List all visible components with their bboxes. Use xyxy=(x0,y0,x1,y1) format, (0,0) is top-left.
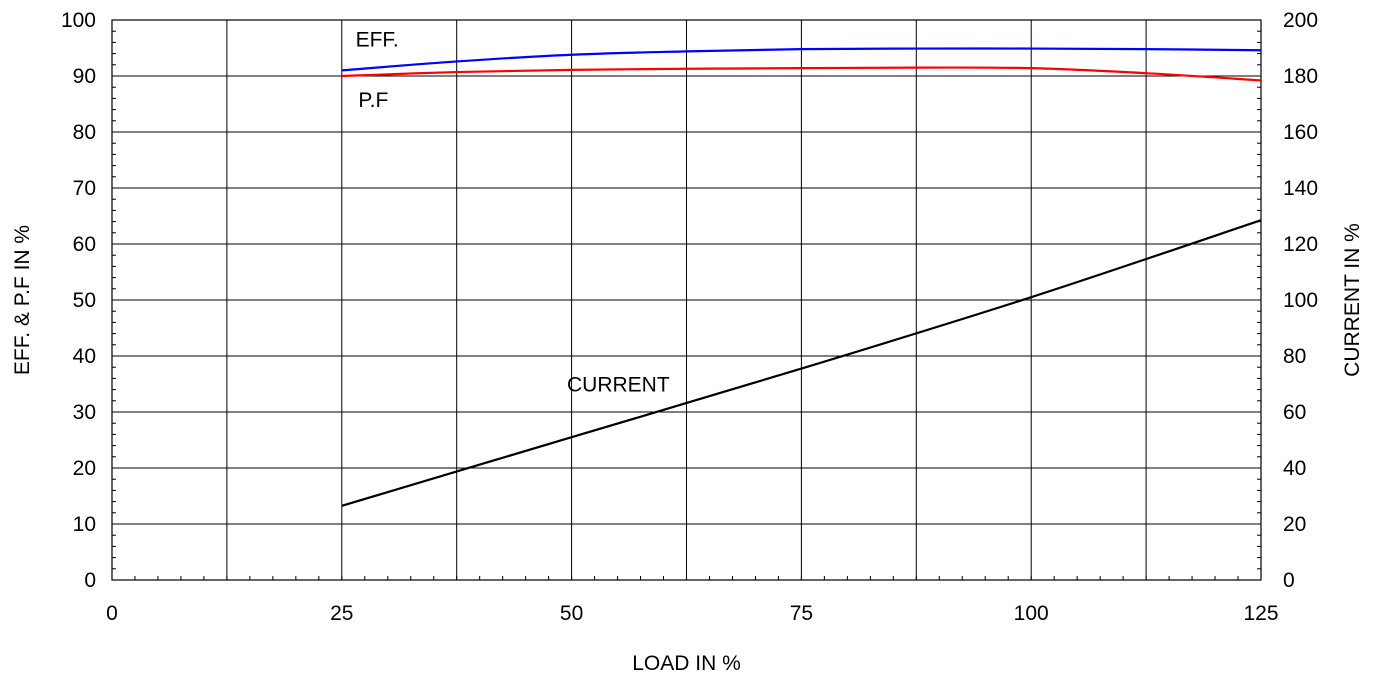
y-left-tick-label: 80 xyxy=(73,121,96,144)
y-left-tick-label: 60 xyxy=(73,233,96,256)
y-right-axis-label: CURRENT IN % xyxy=(1341,223,1364,377)
series-lines xyxy=(341,47,1262,507)
x-tick-label: 25 xyxy=(330,602,353,625)
y-right-tick-label: 80 xyxy=(1283,345,1306,368)
plot-frame xyxy=(111,19,1262,581)
y-left-tick-labels: 0 10 20 30 40 50 60 70 80 90 100 xyxy=(61,9,96,592)
series-label-current: CURRENT xyxy=(567,373,670,396)
series-labels: EFF. P.F CURRENT xyxy=(356,28,670,396)
y-left-tick-label: 40 xyxy=(73,345,96,368)
grid-lines xyxy=(112,20,1261,580)
series-line-current xyxy=(341,219,1262,507)
x-tick-label: 100 xyxy=(1014,602,1049,625)
x-axis-label: LOAD IN % xyxy=(632,652,741,675)
y-left-tick-label: 10 xyxy=(73,513,96,536)
x-tick-label: 125 xyxy=(1243,602,1278,625)
y-right-tick-label: 40 xyxy=(1283,457,1306,480)
y-right-tick-label: 200 xyxy=(1283,9,1318,32)
x-tick-label: 75 xyxy=(790,602,813,625)
y-right-tick-label: 180 xyxy=(1283,65,1318,88)
y-right-tick-labels: 0 20 40 60 80 100 120 140 160 180 200 xyxy=(1283,9,1318,592)
y-left-tick-label: 20 xyxy=(73,457,96,480)
series-line-p-f xyxy=(341,66,1262,82)
y-left-tick-label: 70 xyxy=(73,177,96,200)
y-right-tick-label: 140 xyxy=(1283,177,1318,200)
y-right-tick-label: 100 xyxy=(1283,289,1318,312)
series-line-eff xyxy=(341,47,1262,72)
y-left-tick-label: 50 xyxy=(73,289,96,312)
series-label-eff: EFF. xyxy=(356,28,399,51)
y-left-tick-label: 30 xyxy=(73,401,96,424)
y-left-tick-label: 90 xyxy=(73,65,96,88)
y-left-axis-label: EFF. & P.F IN % xyxy=(11,225,34,375)
y-right-tick-label: 120 xyxy=(1283,233,1318,256)
y-right-tick-label: 160 xyxy=(1283,121,1318,144)
x-tick-label: 0 xyxy=(106,602,118,625)
y-left-tick-label: 100 xyxy=(61,9,96,32)
y-left-tick-label: 0 xyxy=(84,569,96,592)
x-tick-label: 50 xyxy=(560,602,583,625)
y-right-tick-label: 0 xyxy=(1283,569,1295,592)
series-label-p-f: P.F xyxy=(358,89,388,112)
x-tick-labels: 0 25 50 75 100 125 xyxy=(106,602,1278,625)
y-right-tick-label: 20 xyxy=(1283,513,1306,536)
y-right-tick-label: 60 xyxy=(1283,401,1306,424)
